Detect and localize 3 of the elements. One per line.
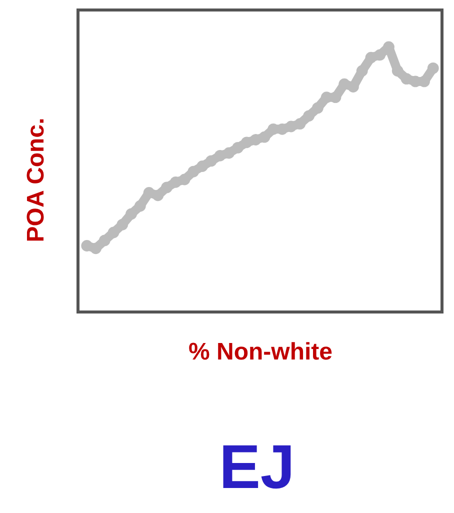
x-axis-title: % Non-white: [188, 338, 332, 366]
text: EJ: [218, 432, 296, 503]
y-axis-title: POA Conc.: [22, 118, 50, 242]
